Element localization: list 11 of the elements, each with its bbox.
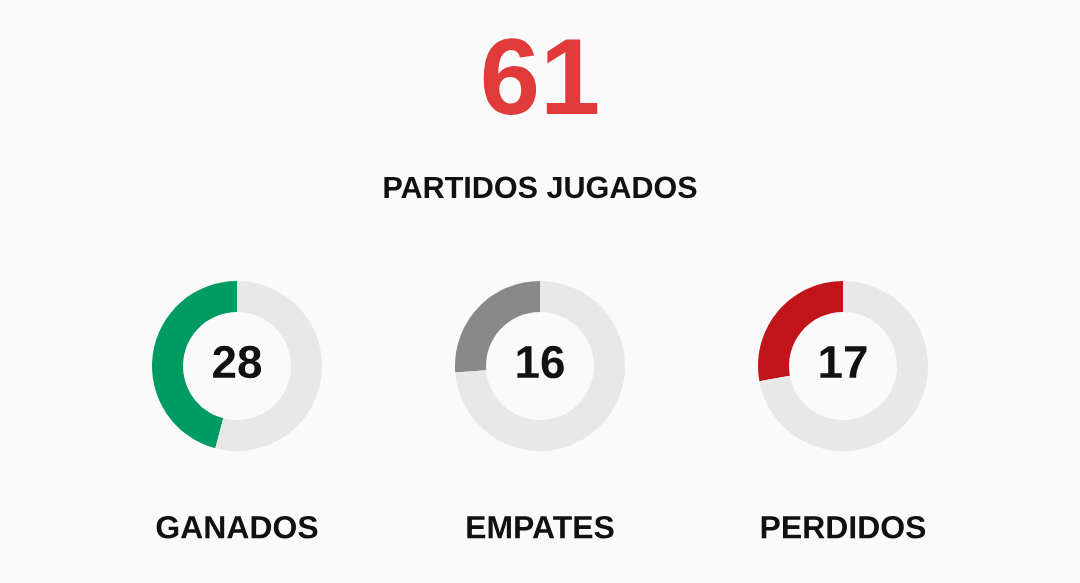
text: 61 [483, 38, 598, 116]
data-label: 28 [213, 345, 262, 379]
text: GANADOS [156, 515, 318, 539]
text: PERDIDOS [761, 515, 926, 539]
donut-slice [759, 281, 928, 451]
donut-slice [215, 281, 322, 451]
donut-slice [455, 281, 625, 451]
text: EMPATES [467, 515, 614, 539]
data-label: 16 [517, 345, 564, 379]
text: PARTIDOS JUGADOS [384, 176, 697, 199]
data-label: 17 [820, 346, 867, 378]
